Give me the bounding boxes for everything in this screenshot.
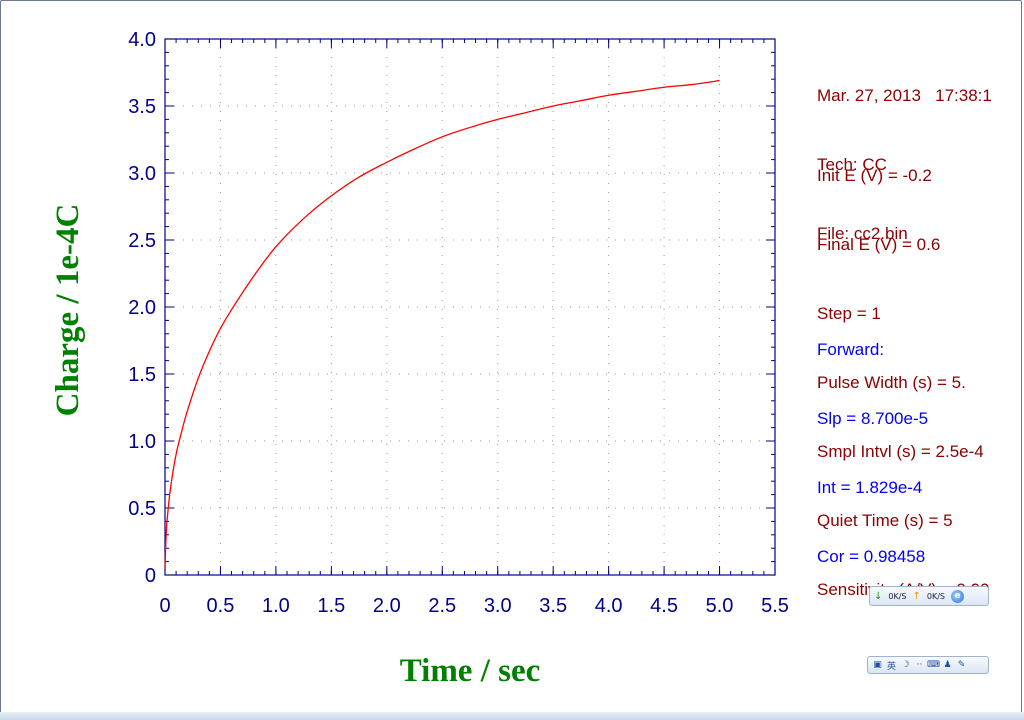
y-tick-label: 1.0: [128, 431, 156, 453]
y-tick-label: 3.0: [128, 163, 156, 185]
x-tick-label: 2.5: [428, 595, 456, 617]
x-tick-label: 3.0: [484, 595, 512, 617]
x-tick-label: 4.5: [650, 595, 678, 617]
x-tick-label: 4.0: [595, 595, 623, 617]
run-header: Mar. 27, 2013 17:38:1 Tech: CC File: cc2…: [817, 38, 992, 268]
ime-lang-toggle[interactable]: 英: [886, 661, 896, 672]
window-bottom-edge: [0, 712, 1024, 720]
y-axis-title: Charge / 1e-4C: [50, 204, 86, 417]
param-pulse-width: Pulse Width (s) = 5.: [817, 373, 966, 392]
x-tick-label: 0: [159, 595, 170, 617]
download-speed: 0K/S: [888, 591, 907, 601]
fit-slope: Slp = 8.700e-5: [817, 409, 929, 428]
y-tick-label: 3.5: [128, 96, 156, 118]
run-date: Mar. 27, 2013 17:38:1: [817, 86, 992, 105]
y-tick-label: 1.5: [128, 364, 156, 386]
ime-keyboard-icon[interactable]: ⌨: [927, 660, 940, 670]
run-tech: Tech: CC: [817, 155, 887, 174]
ime-menu-icon[interactable]: ▣: [873, 660, 882, 670]
fit-direction: Forward:: [817, 340, 885, 359]
y-tick-label: 2.5: [128, 230, 156, 252]
fit-correlation: Cor = 0.98458: [817, 547, 926, 566]
ime-moon-icon[interactable]: ☽: [901, 660, 910, 670]
upload-arrow-icon: ↑: [912, 590, 921, 602]
x-tick-label: 5.0: [706, 595, 734, 617]
fit-intercept: Int = 1.829e-4: [817, 478, 923, 497]
y-tick-label: 0.5: [128, 498, 156, 520]
ime-punct-icon[interactable]: ··: [916, 660, 923, 670]
fit-results: Forward: Slp = 8.700e-5 Int = 1.829e-4 C…: [817, 292, 928, 591]
ime-toolbar[interactable]: ▣ 英 ☽ ·· ⌨ ♟ ✎: [867, 656, 989, 674]
x-tick-label: 5.5: [761, 595, 789, 617]
x-tick-label: 1.0: [262, 595, 290, 617]
param-quiet-time: Quiet Time (s) = 5: [817, 511, 953, 530]
x-tick-label: 1.5: [317, 595, 345, 617]
param-sample-interval: Smpl Intvl (s) = 2.5e-4: [817, 442, 984, 461]
network-speed-widget[interactable]: ↓ 0K/S ↑ 0K/S e: [869, 586, 989, 606]
param-init-e: Init E (V) = -0.2: [817, 166, 932, 185]
x-axis-title: Time / sec: [400, 653, 541, 689]
x-tick-label: 3.5: [539, 595, 567, 617]
upload-speed: 0K/S: [926, 591, 945, 601]
download-arrow-icon: ↓: [874, 590, 883, 602]
y-tick-label: 2.0: [128, 297, 156, 319]
y-tick-label: 4.0: [128, 29, 156, 51]
run-parameters: Init E (V) = -0.2 Final E (V) = 0.6 Step…: [817, 118, 989, 624]
ime-user-icon[interactable]: ♟: [943, 660, 952, 670]
param-final-e: Final E (V) = 0.6: [817, 235, 941, 254]
plot-area-border: [164, 38, 776, 576]
y-tick-label: 0: [145, 565, 156, 587]
param-step: Step = 1: [817, 304, 881, 323]
series-line: [164, 79, 720, 569]
run-file: File: cc2.bin: [817, 224, 908, 243]
x-tick-label: 2.0: [373, 595, 401, 617]
ime-settings-icon[interactable]: ✎: [957, 660, 966, 670]
browser-icon[interactable]: e: [951, 589, 964, 603]
x-tick-label: 0.5: [207, 595, 235, 617]
